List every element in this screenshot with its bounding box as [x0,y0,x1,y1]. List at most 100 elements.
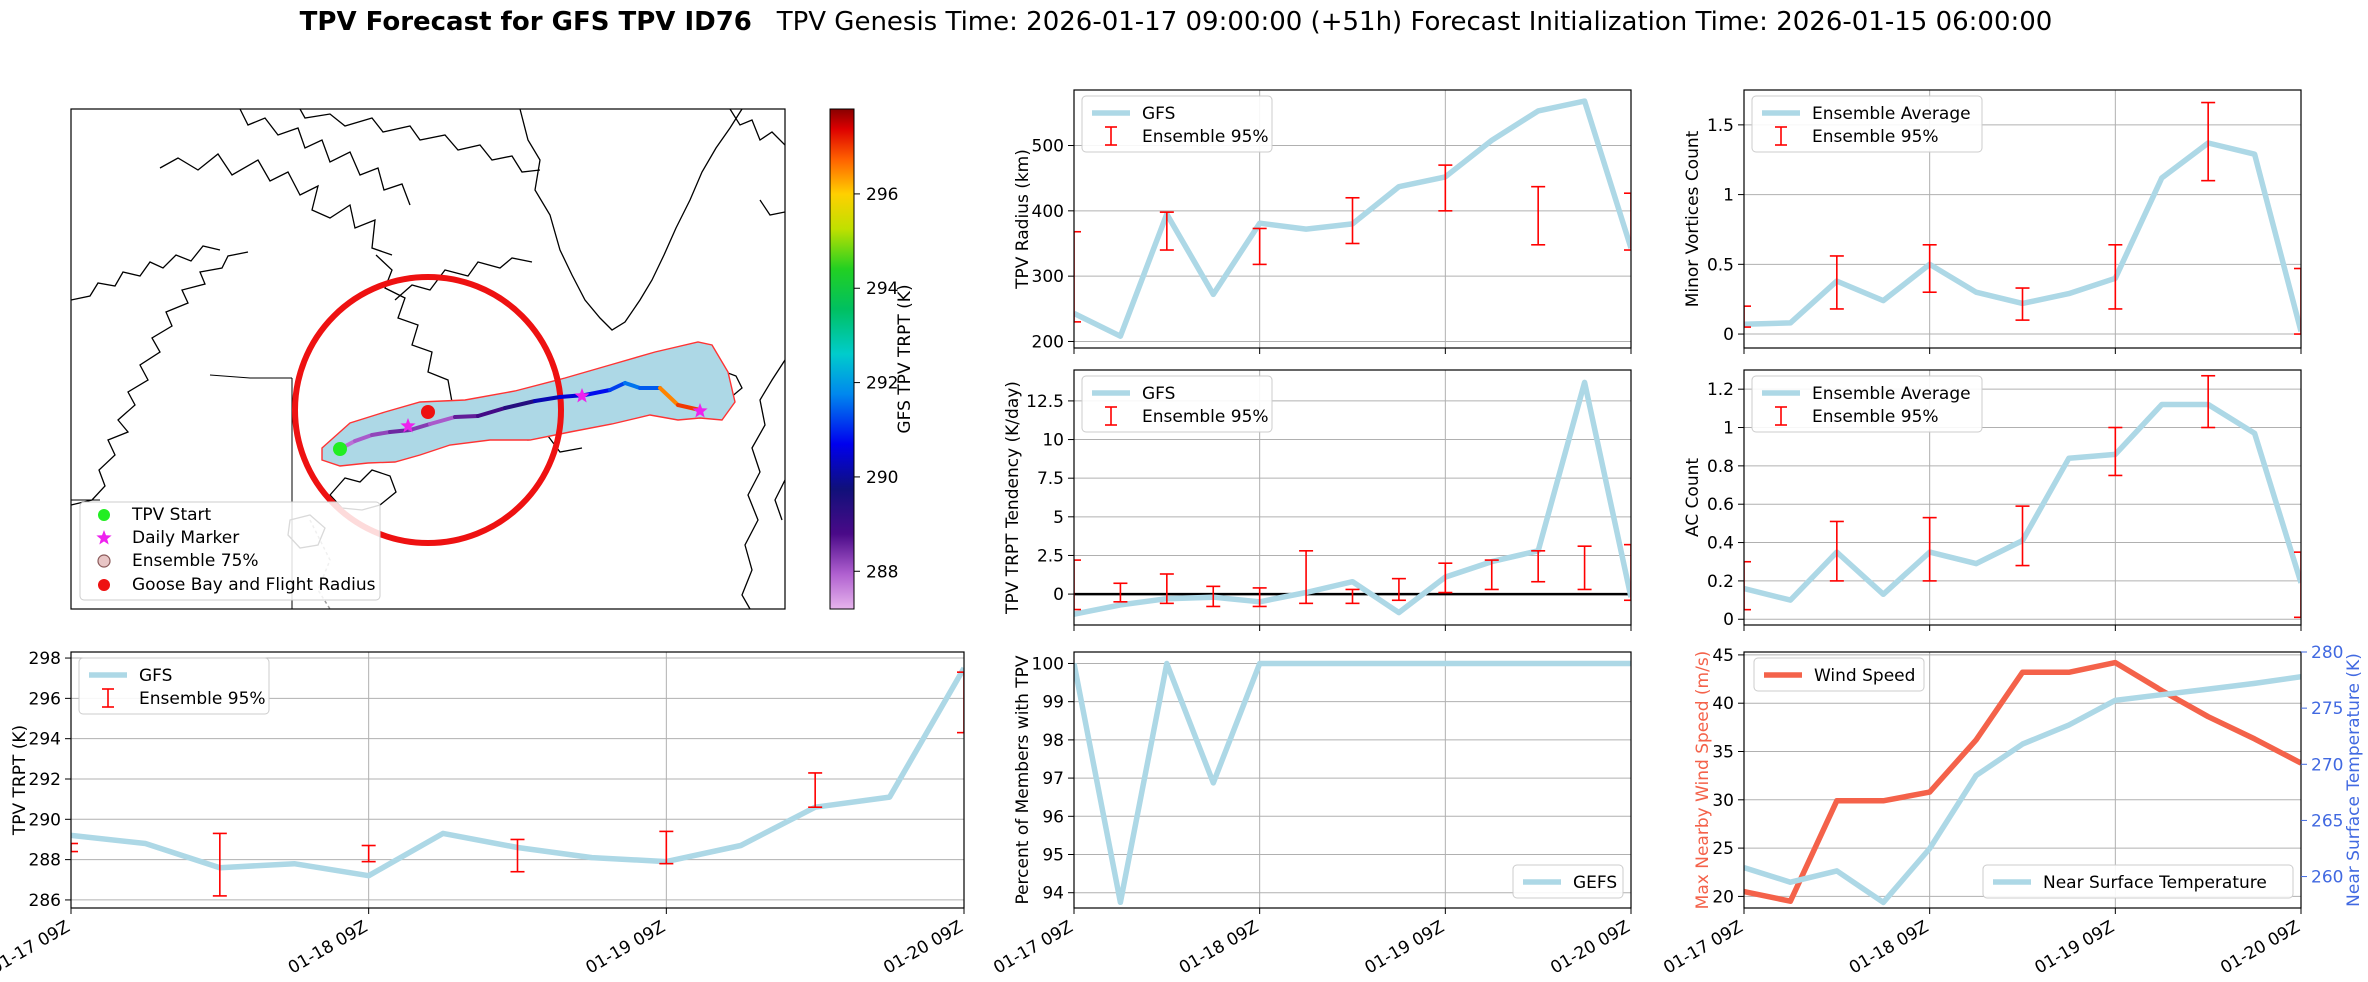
error-bar [1074,559,1081,611]
title-times: TPV Genesis Time: 2026-01-17 09:00:00 (+… [776,7,2053,37]
colorbar-label: GFS TPV TRPT (K) [895,284,915,433]
legend-errorbar-icon [1775,126,1787,146]
legend-label: Ensemble 95% [139,689,266,709]
y2-tick-label: 275 [2311,699,2343,719]
legend-label: Ensemble 95% [1812,127,1939,147]
error-bar [1531,550,1546,583]
goose-bay-flight-radius [292,274,564,546]
title-bold: TPV Forecast for GFS TPV ID76 [300,7,752,37]
y-tick-label: 1 [1723,186,1734,206]
track-segment [658,386,680,407]
track-segment [453,414,480,419]
y-tick-label: 0.4 [1707,534,1734,554]
axes-frame [1073,651,1632,909]
y-tick-label: 100 [1032,654,1064,674]
y-tick-label: 35 [1712,743,1734,763]
legend: Ensemble Average Ensemble 95% [1751,375,1983,433]
error-bar [2294,551,2301,619]
error-bar [1113,582,1128,603]
error-bar [2294,267,2301,335]
legend: Ensemble Average Ensemble 95% [1751,95,1983,153]
legend-label: GFS [139,666,172,686]
y2-tick-label: 280 [2311,643,2343,663]
y-axis-label: AC Count [1683,458,1703,537]
legend-ensemble-icon [97,554,111,568]
y2-tick-label: 265 [2311,811,2343,831]
error-bar [71,842,78,853]
error-bar [1829,255,1844,310]
x-tick-label: 01-18 09Z [1176,917,1262,978]
y-axis-label: Max Nearby Wind Speed (m/s) [1693,651,1713,910]
coastline-arctic-islands-north [299,109,541,173]
legend-errorbar-icon [1105,406,1117,426]
error-bar [2015,505,2030,567]
colorbar-tick-label: 288 [866,562,898,582]
y-tick-label: 30 [1712,791,1734,811]
ac-count-chart: 0 0.2 0.4 0.6 0.8 1 1.2 AC Count Ensemble Averag… [1683,369,2302,631]
error-bar [1438,164,1453,212]
track-segment [476,406,507,418]
error-bar [2108,244,2123,310]
x-tick-label: 01-19 09Z [1362,917,1448,978]
series-line-near-surface-temperature [1744,673,2301,906]
y-tick-label: 96 [1042,807,1064,827]
y-axis-label: TPV TRPT Tendency (K/day) [1003,381,1023,615]
error-bar [1206,585,1221,608]
map-frame [70,108,786,610]
colorbar-gradient [829,108,855,610]
axes-frame [1073,369,1632,626]
y-tick-label: 0.8 [1707,457,1734,477]
title-rest [752,7,777,37]
y-tick-label: 0.5 [1707,255,1734,275]
series-line-wind-speed [1744,659,2301,904]
track-segment [608,381,627,392]
y-tick-label: 296 [29,689,61,709]
legend-label: Near Surface Temperature [2043,873,2267,893]
y-axis-label: TPV Radius (km) [1013,149,1033,290]
error-bar [1438,562,1453,594]
y-tick-label: 286 [29,891,61,911]
axes-frame [1743,651,2302,909]
y-tick-label: 288 [29,851,61,871]
tpv-track [338,381,702,451]
error-bar [1345,588,1360,605]
legend-errorbar-icon [1775,406,1787,426]
y-tick-label: 98 [1042,731,1064,751]
border-alaska [209,374,292,379]
error-bar [1159,573,1174,605]
error-bar [1299,550,1314,605]
error-bar [659,830,674,865]
x-tick-label: 01-18 09Z [1846,917,1932,978]
y-tick-label: 45 [1712,646,1734,666]
wind-temp-chart: 01-17 09Z 01-18 09Z 01-19 09Z 01-20 09Z 20 25… [1660,643,2364,978]
legend: Near Surface Temperature [1982,864,2294,899]
legend-box [1751,375,1983,433]
x-tick-label: 01-20 09Z [2217,917,2303,978]
coastline-north-alaska [71,245,221,301]
y-tick-label: 294 [29,730,61,750]
y-tick-label: 25 [1712,839,1734,859]
legend-label: Ensemble 95% [1142,127,1269,147]
y-tick-label: 300 [1032,267,1064,287]
y-tick-label: 12.5 [1026,392,1064,412]
trpt-chart: 01-17 09Z 01-18 09Z 01-19 09Z 01-20 09Z 286 2… [0,649,967,978]
track-segment [583,388,612,397]
error-bar [2108,426,2123,477]
error-bar [1922,516,1937,582]
legend-ensemble-label: Ensemble 75% [132,551,259,571]
x-tick-label: 01-18 09Z [285,917,371,978]
y-tick-label: 0 [1723,610,1734,630]
error-bar [957,671,964,734]
legend-box [1751,95,1983,153]
goose-bay-marker [421,405,435,419]
y-axis-label: Minor Vortices Count [1683,130,1703,307]
coastline-alaska [71,251,249,506]
legend: Wind Speed [1753,657,1925,692]
colorbar-tick-label: 294 [866,279,898,299]
y-tick-label: 0.6 [1707,495,1734,515]
colorbar-tick-label: 292 [866,374,898,394]
